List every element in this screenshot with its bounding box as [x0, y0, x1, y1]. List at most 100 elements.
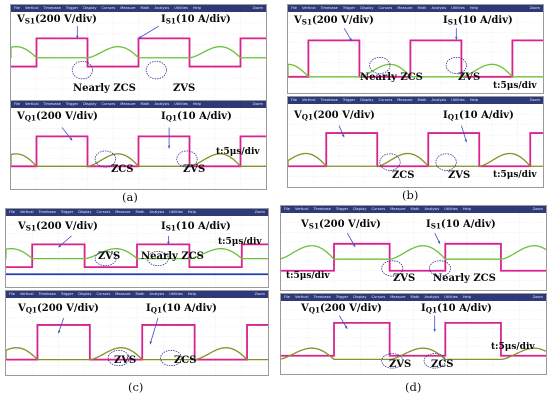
zoom-button[interactable]: Zoom [529, 6, 540, 10]
menu-timebase[interactable]: Timebase [313, 207, 331, 211]
menu-help[interactable]: Help [469, 6, 479, 10]
menu-display[interactable]: Display [83, 102, 97, 106]
menu-trigger[interactable]: Trigger [342, 98, 356, 102]
menu-analysis[interactable]: Analysis [431, 6, 447, 10]
menu-display[interactable]: Display [78, 210, 92, 214]
menu-timebase[interactable]: Timebase [320, 98, 338, 102]
menu-measure[interactable]: Measure [120, 6, 136, 10]
menu-math[interactable]: Math [140, 102, 150, 106]
menu-help[interactable]: Help [469, 98, 479, 102]
menu-measure[interactable]: Measure [115, 292, 131, 296]
menu-display[interactable]: Display [360, 98, 374, 102]
menu-cursors[interactable]: Cursors [371, 295, 386, 299]
menu-trigger[interactable]: Trigger [65, 102, 79, 106]
menu-vertical[interactable]: Vertical [25, 6, 39, 10]
menu-analysis[interactable]: Analysis [424, 207, 440, 211]
menu-cursors[interactable]: Cursors [371, 207, 386, 211]
menu-measure[interactable]: Measure [390, 207, 406, 211]
menu-help[interactable]: Help [462, 207, 472, 211]
menu-trigger[interactable]: Trigger [65, 6, 79, 10]
menu-math[interactable]: Math [417, 6, 427, 10]
menu-file[interactable]: File [284, 295, 291, 299]
zoom-button[interactable]: Zoom [254, 210, 265, 214]
zoom-button[interactable]: Zoom [532, 295, 543, 299]
menu-measure[interactable]: Measure [115, 210, 131, 214]
menu-trigger[interactable]: Trigger [60, 210, 74, 214]
menu-utilities[interactable]: Utilities [444, 207, 458, 211]
menu-utilities[interactable]: Utilities [174, 6, 188, 10]
menu-file[interactable]: File [9, 210, 16, 214]
menu-utilities[interactable]: Utilities [451, 98, 465, 102]
menu-file[interactable]: File [14, 102, 21, 106]
menu-vertical[interactable]: Vertical [25, 102, 39, 106]
menu-cursors[interactable]: Cursors [101, 6, 116, 10]
menu-display[interactable]: Display [360, 6, 374, 10]
menu-analysis[interactable]: Analysis [154, 6, 170, 10]
menu-measure[interactable]: Measure [397, 6, 413, 10]
menu: File Vertical Timebase Trigger Display Cursor… [291, 5, 478, 12]
menu-trigger[interactable]: Trigger [335, 207, 349, 211]
menu-trigger[interactable]: Trigger [335, 295, 349, 299]
menu-file[interactable]: File [291, 6, 298, 10]
menu-math[interactable]: Math [410, 295, 420, 299]
menu-help[interactable]: Help [187, 210, 197, 214]
menu-math[interactable]: Math [135, 292, 145, 296]
menu-cursors[interactable]: Cursors [378, 98, 393, 102]
current-label: IQ1(10 A/div) [161, 111, 232, 123]
menu-cursors[interactable]: Cursors [101, 102, 116, 106]
menu-utilities[interactable]: Utilities [451, 6, 465, 10]
menu-cursors[interactable]: Cursors [96, 292, 111, 296]
menu-vertical[interactable]: Vertical [20, 210, 34, 214]
menu-analysis[interactable]: Analysis [154, 102, 170, 106]
menu-file[interactable]: File [14, 6, 21, 10]
menu-trigger[interactable]: Trigger [342, 6, 356, 10]
waveform-svg [288, 104, 543, 187]
menu-help[interactable]: Help [192, 102, 202, 106]
menu-analysis[interactable]: Analysis [424, 295, 440, 299]
menu-math[interactable]: Math [140, 6, 150, 10]
menu-file[interactable]: File [291, 98, 298, 102]
menu-math[interactable]: Math [135, 210, 145, 214]
menu-display[interactable]: Display [353, 207, 367, 211]
voltage-waveform [281, 322, 546, 357]
menu-trigger[interactable]: Trigger [60, 292, 74, 296]
menu-file[interactable]: File [9, 292, 16, 296]
menu-utilities[interactable]: Utilities [174, 102, 188, 106]
menu-help[interactable]: Help [462, 295, 472, 299]
menu-timebase[interactable]: Timebase [43, 6, 61, 10]
menu-timebase[interactable]: Timebase [43, 102, 61, 106]
menu-math[interactable]: Math [410, 207, 420, 211]
menu-math[interactable]: Math [417, 98, 427, 102]
menu-measure[interactable]: Measure [390, 295, 406, 299]
zoom-button[interactable]: Zoom [254, 292, 265, 296]
menu-help[interactable]: Help [192, 6, 202, 10]
menu-measure[interactable]: Measure [120, 102, 136, 106]
zoom-button[interactable]: Zoom [252, 102, 263, 106]
menu-file[interactable]: File [284, 207, 291, 211]
zoom-button[interactable]: Zoom [532, 207, 543, 211]
menu-utilities[interactable]: Utilities [169, 292, 183, 296]
menu-cursors[interactable]: Cursors [96, 210, 111, 214]
menu-timebase[interactable]: Timebase [313, 295, 331, 299]
menu-display[interactable]: Display [78, 292, 92, 296]
zoom-button[interactable]: Zoom [529, 98, 540, 102]
menu-vertical[interactable]: Vertical [20, 292, 34, 296]
menu-utilities[interactable]: Utilities [444, 295, 458, 299]
menu-cursors[interactable]: Cursors [378, 6, 393, 10]
menu-display[interactable]: Display [83, 6, 97, 10]
menu-help[interactable]: Help [187, 292, 197, 296]
menu-vertical[interactable]: Vertical [295, 295, 309, 299]
menu-timebase[interactable]: Timebase [320, 6, 338, 10]
menu-vertical[interactable]: Vertical [302, 98, 316, 102]
menu-analysis[interactable]: Analysis [431, 98, 447, 102]
menu-analysis[interactable]: Analysis [149, 210, 165, 214]
menu-vertical[interactable]: Vertical [302, 6, 316, 10]
menu-timebase[interactable]: Timebase [38, 292, 56, 296]
menu-timebase[interactable]: Timebase [38, 210, 56, 214]
menu-display[interactable]: Display [353, 295, 367, 299]
menu-utilities[interactable]: Utilities [169, 210, 183, 214]
menu-measure[interactable]: Measure [397, 98, 413, 102]
menu-vertical[interactable]: Vertical [295, 207, 309, 211]
zoom-button[interactable]: Zoom [252, 6, 263, 10]
menu-analysis[interactable]: Analysis [149, 292, 165, 296]
